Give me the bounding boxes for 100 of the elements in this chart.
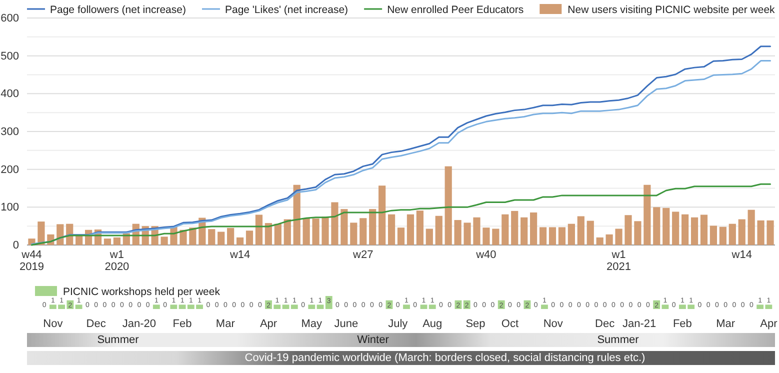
text: Summer — [597, 334, 640, 346]
bar — [482, 228, 490, 245]
x-tick-label: w27 — [352, 249, 374, 261]
legend-label: New enrolled Peer Educators — [387, 4, 524, 16]
x-tick-label: w40 — [475, 249, 496, 261]
bar — [568, 224, 575, 245]
bar — [255, 214, 263, 245]
y-tick-label: 100 — [0, 202, 19, 214]
bar — [312, 218, 320, 245]
bar — [302, 218, 310, 245]
y-tick-label: 200 — [0, 164, 19, 176]
bar — [350, 222, 358, 245]
line-series — [30, 183, 772, 246]
bar — [113, 237, 120, 245]
bar — [719, 226, 726, 245]
bar — [236, 237, 244, 245]
bar — [511, 210, 518, 245]
bar — [331, 202, 338, 245]
bar — [76, 236, 83, 245]
bar — [293, 184, 300, 245]
bar — [388, 214, 396, 245]
y-tick-label: 600 — [0, 12, 19, 25]
legend-label: PICNIC workshops held per week — [63, 286, 221, 298]
x-tick-label: Nov — [543, 318, 564, 330]
bar — [539, 227, 547, 245]
legend-label: Page followers (net increase) — [50, 4, 186, 16]
bar — [435, 216, 442, 245]
bar — [378, 186, 386, 245]
text: Winter — [357, 334, 390, 346]
bar — [416, 210, 424, 245]
bar — [464, 222, 471, 245]
x-tick-label: Feb — [672, 318, 692, 330]
bar — [397, 228, 405, 245]
bar — [274, 224, 282, 245]
bar — [662, 208, 670, 245]
bar — [369, 209, 376, 245]
bar — [56, 224, 64, 245]
bar — [644, 184, 651, 245]
legend-label: Page 'Likes' (net increase) — [224, 4, 348, 16]
bar — [710, 226, 718, 245]
bar — [180, 230, 187, 245]
bar — [606, 234, 613, 245]
bar — [38, 222, 45, 245]
bar — [264, 223, 272, 245]
bar — [454, 220, 462, 245]
bar — [492, 228, 500, 245]
bar — [653, 207, 660, 245]
bar — [577, 216, 584, 245]
bar — [596, 237, 604, 245]
bar — [208, 229, 216, 245]
y-tick-label: 0 — [12, 240, 19, 252]
x-tick-label: Dec — [86, 318, 106, 330]
x-tick-label: Jan-20 — [122, 318, 156, 330]
bar — [738, 219, 746, 245]
x-tick-label: July — [388, 318, 408, 330]
text: Summer — [97, 334, 140, 346]
bar — [502, 214, 509, 245]
bar — [672, 212, 680, 245]
y-tick-label: 500 — [0, 50, 19, 62]
x-tick-label: Sep — [466, 318, 486, 330]
x-tick-label: Oct — [501, 318, 519, 330]
bar — [558, 227, 566, 245]
bar — [586, 220, 594, 245]
bar — [728, 224, 736, 245]
y-tick-label: 300 — [0, 126, 19, 138]
x-tick-label: w14 — [730, 249, 752, 261]
x-tick-label: w14 — [228, 249, 250, 261]
bar — [548, 227, 556, 245]
bar — [624, 215, 632, 245]
x-tick-label: Feb — [172, 318, 192, 330]
bar — [615, 228, 622, 245]
bar — [340, 209, 348, 245]
x-tick-label: Apr — [760, 318, 778, 330]
x-tick-label: Nov — [43, 318, 64, 330]
x-tick-label: Aug — [422, 318, 442, 330]
x-tick-label: w44 2019 — [19, 249, 44, 273]
bar — [520, 217, 528, 245]
bar — [246, 230, 254, 245]
x-tick-label: Mar — [716, 318, 736, 330]
legend-label: New users visiting PICNIC website per week — [568, 4, 776, 16]
bar — [406, 214, 414, 245]
bar — [284, 219, 291, 245]
x-tick-label: w1 2020 — [104, 249, 130, 273]
bar — [189, 228, 196, 245]
bar — [530, 212, 538, 245]
x-tick-label: June — [334, 318, 358, 330]
bar — [700, 214, 708, 245]
bar — [227, 228, 234, 245]
y-tick-label: 400 — [0, 88, 19, 100]
bar — [634, 221, 642, 245]
bar — [444, 166, 452, 245]
x-tick-label: w1 2021 — [606, 249, 632, 273]
bar — [766, 220, 774, 245]
x-tick-label: Apr — [260, 318, 278, 330]
x-tick-label: Mar — [216, 318, 236, 330]
bar — [360, 218, 367, 245]
bar — [426, 228, 433, 245]
bar — [473, 217, 480, 245]
text: Covid-19 pandemic worldwide (March: borders closed, social distancing rules etc.) — [244, 352, 646, 364]
bar — [104, 238, 112, 245]
